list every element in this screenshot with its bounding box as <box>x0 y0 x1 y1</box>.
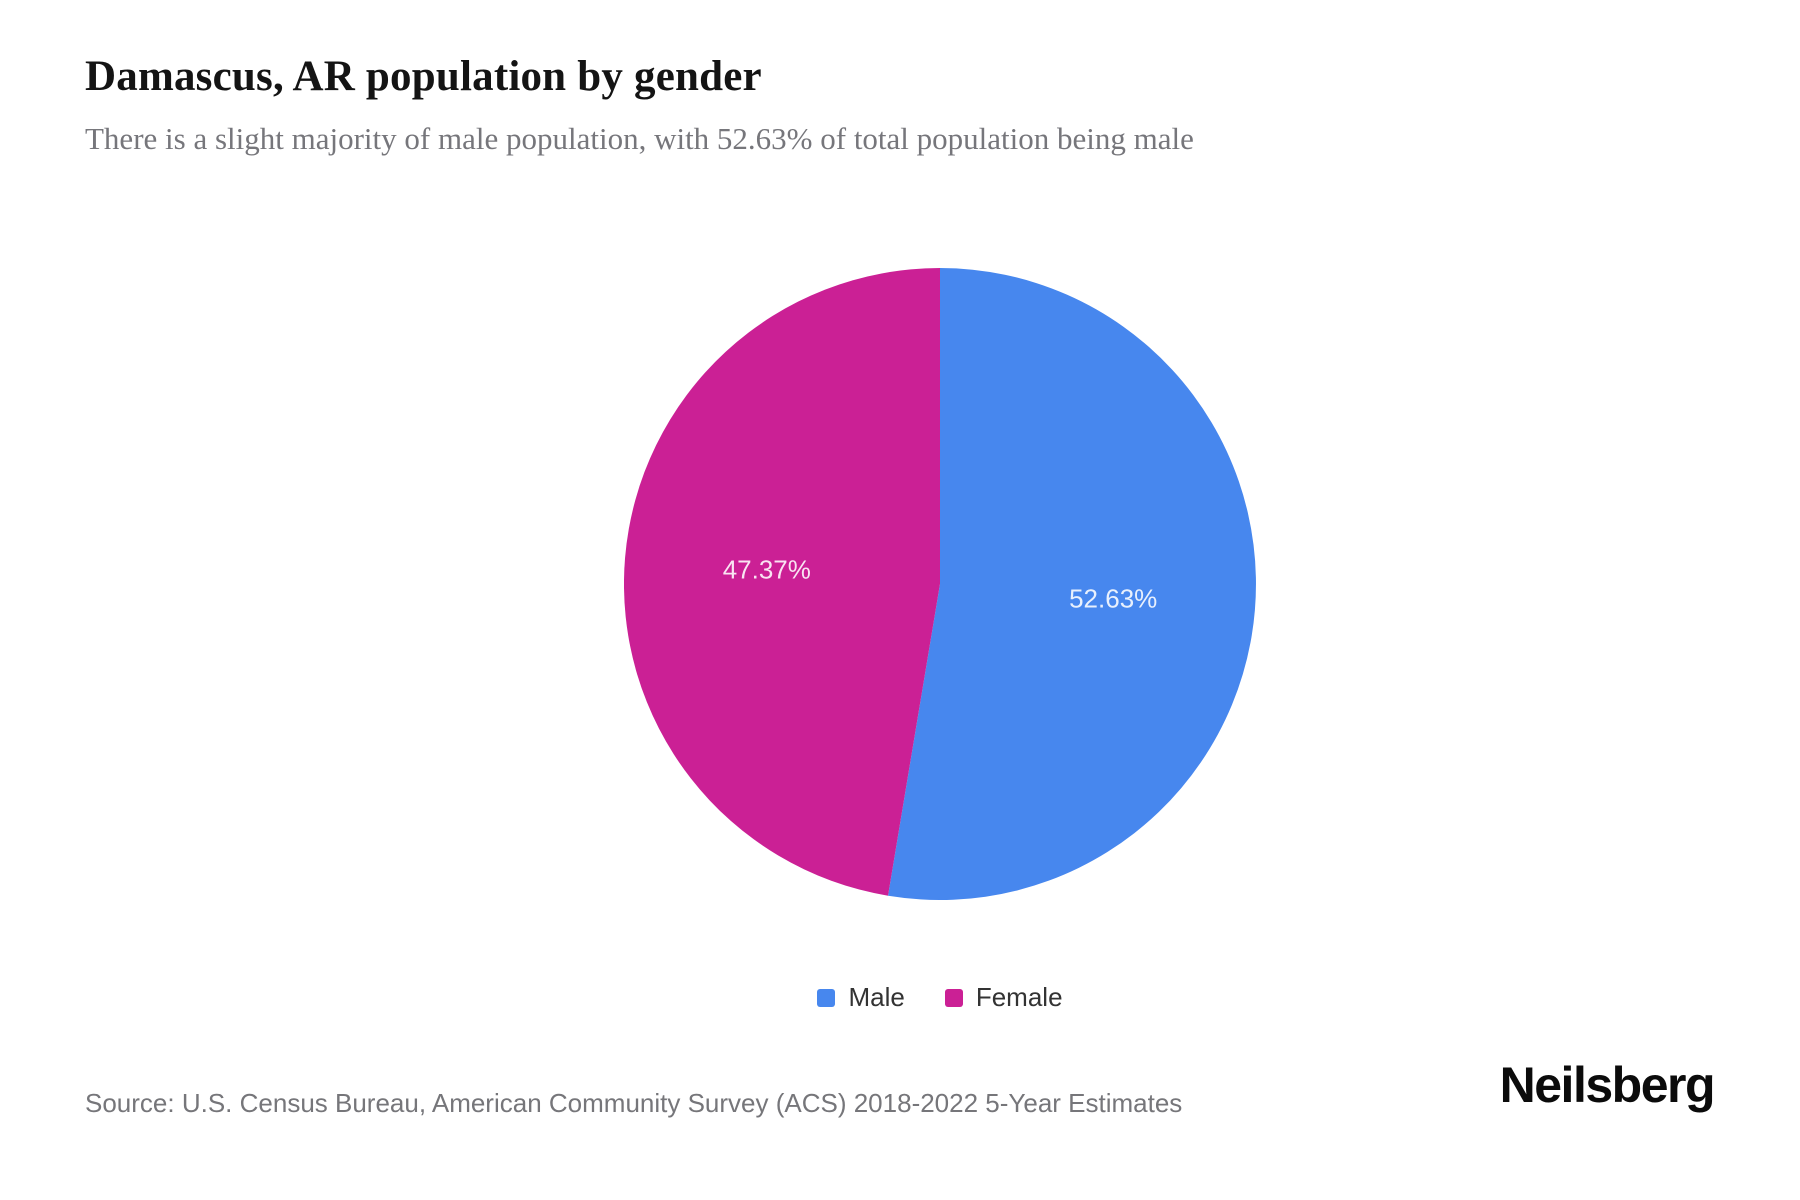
legend-label-female: Female <box>975 982 1063 1012</box>
pie-slice-female[interactable] <box>624 268 940 896</box>
legend-swatch-female <box>944 988 963 1007</box>
pie-data-label-male: 52.63% <box>1069 583 1157 613</box>
legend-item-female[interactable]: Female <box>944 982 1063 1013</box>
source-attribution: Source: U.S. Census Bureau, American Com… <box>85 1088 1183 1118</box>
pie-data-label-female: 47.37% <box>723 555 811 585</box>
page-subtitle: There is a slight majority of male popul… <box>85 121 1194 156</box>
page-title: Damascus, AR population by gender <box>85 53 762 100</box>
pie-chart: 52.63% 47.37% <box>624 268 1256 900</box>
chart-legend: Male Female <box>624 982 1256 1013</box>
neilsberg-logo: Neilsberg <box>1499 1057 1716 1113</box>
legend-item-male[interactable]: Male <box>817 982 905 1013</box>
legend-label-male: Male <box>848 982 905 1012</box>
pie-slice-male[interactable] <box>888 268 1256 900</box>
legend-swatch-male <box>817 988 836 1007</box>
